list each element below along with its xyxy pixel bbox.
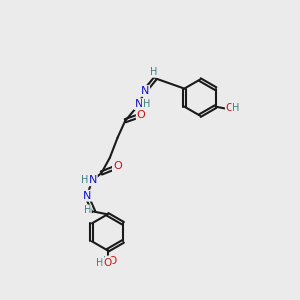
Text: H: H	[96, 258, 103, 268]
Text: H: H	[81, 175, 88, 184]
Text: O: O	[113, 161, 122, 171]
Text: H: H	[150, 67, 158, 77]
Text: O: O	[103, 258, 112, 268]
Text: N: N	[141, 86, 149, 96]
Text: N: N	[83, 191, 92, 201]
Text: H: H	[232, 103, 240, 113]
Text: N: N	[88, 175, 97, 185]
Text: O: O	[109, 256, 117, 266]
Text: N: N	[135, 99, 143, 109]
Text: H: H	[143, 99, 150, 109]
Text: O: O	[226, 103, 234, 113]
Text: H: H	[103, 256, 110, 266]
Text: H: H	[83, 206, 91, 215]
Text: O: O	[137, 110, 146, 120]
